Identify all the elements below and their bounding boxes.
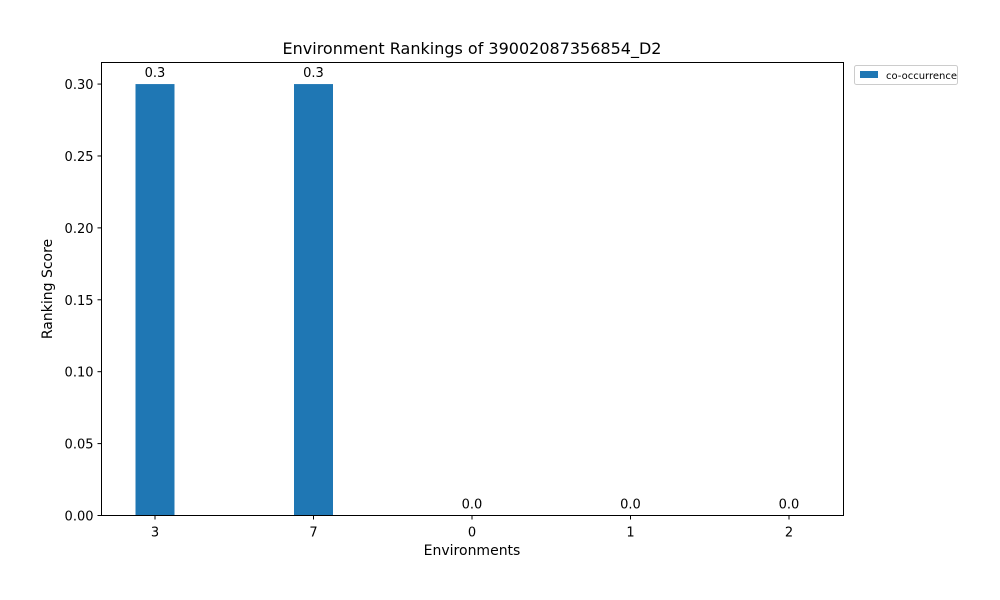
y-tick-label: 0.15 (65, 294, 94, 309)
x-tick-label-7: 7 (309, 526, 317, 541)
legend-swatch-co-occurrence (860, 71, 878, 78)
y-axis-ticks: 0.00 0.05 0.10 0.15 0.20 0.25 0.30 (65, 78, 102, 525)
bar-3 (135, 84, 175, 516)
x-axis-ticks: 3 7 0 1 2 (151, 515, 793, 541)
data-label-1: 0.0 (620, 498, 641, 513)
legend: co-occurrence (854, 65, 958, 85)
plot-area-frame (101, 62, 844, 516)
x-tick-label-0: 0 (468, 526, 476, 541)
y-tick-label: 0.00 (65, 510, 94, 525)
x-axis-label: Environments (424, 543, 521, 559)
chart-title: Environment Rankings of 39002087356854_D… (283, 39, 662, 59)
x-tick-label-1: 1 (626, 526, 634, 541)
legend-frame (854, 65, 958, 85)
legend-label-co-occurrence: co-occurrence (886, 71, 957, 82)
data-label-3: 0.3 (145, 66, 166, 81)
y-tick-label: 0.25 (65, 150, 94, 165)
bar-7 (294, 84, 333, 516)
y-tick-label: 0.05 (65, 438, 94, 453)
x-tick-label-3: 3 (151, 526, 159, 541)
y-axis-label: Ranking Score (40, 239, 56, 339)
y-tick-label: 0.10 (65, 366, 94, 381)
bars-group (135, 84, 333, 516)
data-labels: 0.3 0.3 0.0 0.0 0.0 (145, 66, 800, 512)
data-label-0: 0.0 (462, 498, 483, 513)
y-tick-label: 0.30 (65, 78, 94, 93)
data-label-7: 0.3 (303, 66, 324, 81)
y-tick-label: 0.20 (65, 222, 94, 237)
x-tick-label-2: 2 (785, 526, 793, 541)
data-label-2: 0.0 (779, 498, 800, 513)
